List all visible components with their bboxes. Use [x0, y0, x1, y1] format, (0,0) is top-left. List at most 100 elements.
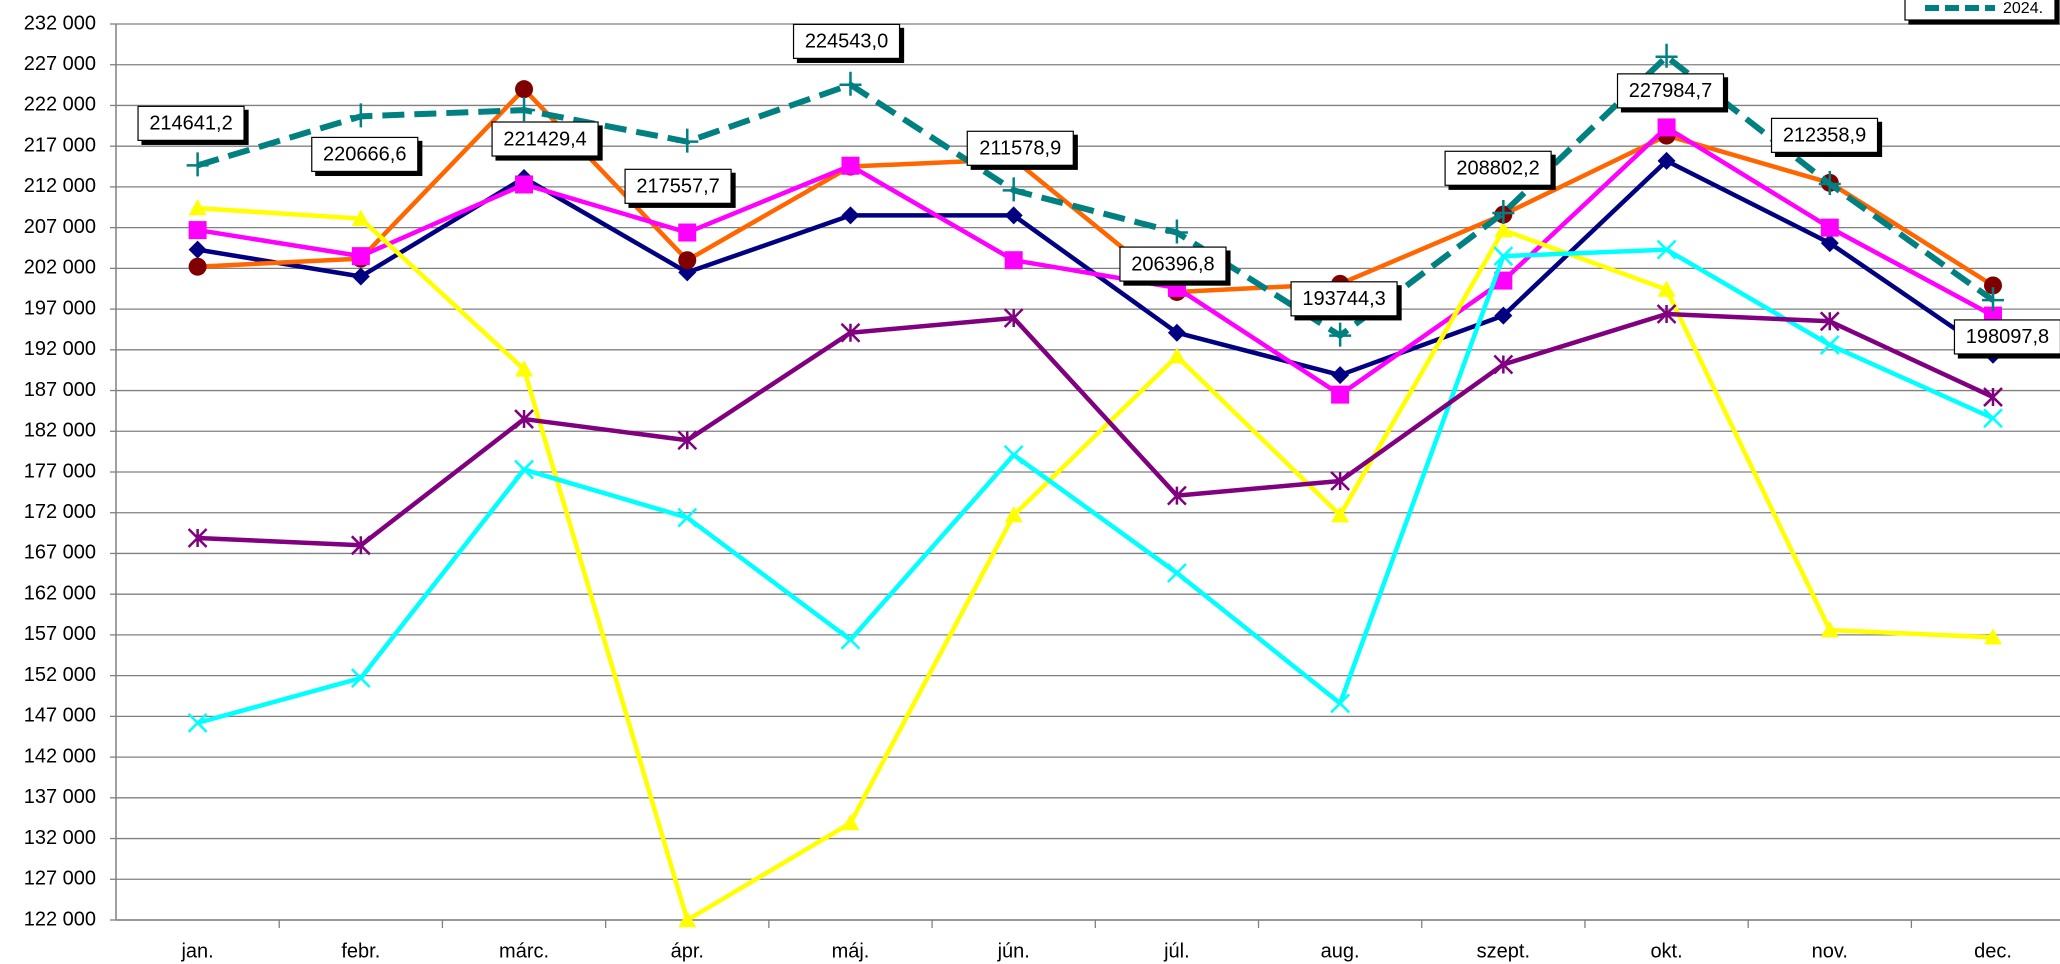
- marker: [1331, 506, 1350, 523]
- marker: [351, 209, 370, 226]
- legend-label: 2024.: [2003, 0, 2043, 17]
- y-tick-label: 197 000: [24, 297, 96, 319]
- marker: [678, 223, 697, 242]
- y-tick-label: 127 000: [24, 868, 96, 890]
- data-label-box: [1119, 246, 1227, 282]
- y-tick-label: 172 000: [24, 501, 96, 523]
- marker: [840, 629, 861, 650]
- x-tick-label: júl.: [1163, 940, 1190, 962]
- marker: [1656, 239, 1677, 260]
- data-label-text: 227984,7: [1629, 80, 1712, 102]
- marker: [841, 206, 860, 225]
- data-label-box: [1770, 117, 1879, 153]
- legend-box: [1904, 0, 2056, 21]
- marker: [678, 911, 697, 928]
- x-tick-label: jún.: [997, 940, 1030, 962]
- marker: [1820, 621, 1839, 638]
- y-tick-label: 147 000: [24, 705, 96, 727]
- marker: [1004, 251, 1023, 270]
- marker: [350, 535, 371, 556]
- data-label: 227984,7: [1616, 73, 1725, 109]
- data-label-box: [1444, 150, 1552, 186]
- marker: [1820, 234, 1839, 253]
- y-tick-label: 207 000: [24, 216, 96, 238]
- marker: [1167, 485, 1187, 506]
- marker: [1167, 323, 1186, 342]
- marker: [188, 257, 207, 276]
- data-label-text: 206396,8: [1131, 253, 1214, 275]
- data-label-text: 220666,6: [323, 144, 406, 166]
- series-line: [197, 205, 1994, 923]
- marker: [1657, 118, 1676, 137]
- x-tick-label: okt.: [1650, 940, 1682, 962]
- marker: [1167, 278, 1186, 297]
- x-tick-label: márc.: [499, 940, 549, 962]
- marker: [1003, 308, 1024, 328]
- data-label-text: 224543,0: [805, 31, 888, 53]
- marker: [1165, 219, 1188, 244]
- marker: [1983, 408, 2003, 429]
- marker: [1984, 276, 2002, 295]
- marker: [1819, 335, 1840, 355]
- marker: [1003, 445, 1024, 465]
- marker: [1167, 563, 1187, 583]
- marker: [677, 430, 698, 451]
- series: [188, 118, 2002, 404]
- x-tick-label: jan.: [180, 940, 213, 962]
- marker: [350, 668, 371, 688]
- marker: [1331, 385, 1350, 404]
- marker: [1655, 43, 1678, 68]
- marker: [1657, 151, 1676, 170]
- marker: [1656, 304, 1677, 324]
- data-label-text: 208802,2: [1456, 158, 1539, 180]
- series-line: [196, 53, 1995, 339]
- marker: [839, 71, 862, 96]
- data-label-box: [1290, 281, 1398, 317]
- data-label: 221429,4: [491, 121, 599, 157]
- marker: [515, 175, 534, 194]
- marker: [1002, 177, 1025, 202]
- marker: [1004, 206, 1023, 225]
- marker: [1492, 199, 1515, 224]
- y-tick-label: 152 000: [24, 664, 96, 686]
- marker: [513, 97, 536, 122]
- data-label-box: [792, 23, 901, 59]
- marker: [1820, 218, 1839, 237]
- data-label-text: 211578,9: [979, 138, 1061, 160]
- marker: [514, 409, 534, 429]
- y-tick-label: 177 000: [24, 460, 96, 482]
- data-label-text: 198097,8: [1966, 326, 2049, 348]
- y-tick-label: 192 000: [24, 338, 96, 360]
- marker: [186, 152, 209, 177]
- marker: [1657, 280, 1676, 297]
- marker: [515, 80, 534, 99]
- marker: [841, 156, 860, 175]
- x-tick-label: dec.: [1974, 940, 2012, 962]
- data-label-box: [491, 121, 599, 157]
- series-line: [197, 247, 1994, 726]
- y-tick-label: 212 000: [24, 175, 96, 197]
- data-label: 193744,3: [1290, 281, 1398, 317]
- marker: [1167, 347, 1186, 364]
- marker: [1493, 246, 1514, 267]
- data-label-text: 193744,3: [1302, 288, 1385, 310]
- data-label-box: [1953, 319, 2060, 355]
- marker: [1331, 366, 1350, 385]
- legend: 2024.: [1904, 0, 2056, 21]
- marker: [1982, 287, 2004, 312]
- y-tick-label: 122 000: [24, 908, 96, 930]
- marker: [514, 459, 534, 480]
- y-tick-label: 167 000: [24, 542, 96, 564]
- marker: [1329, 322, 1352, 347]
- marker: [840, 322, 861, 343]
- y-tick-label: 232 000: [24, 12, 96, 34]
- y-tick-label: 222 000: [24, 94, 96, 116]
- marker: [676, 128, 699, 153]
- data-label: 214641,2: [137, 105, 245, 141]
- marker: [1494, 221, 1513, 238]
- marker: [1818, 170, 1841, 195]
- data-label-box: [624, 168, 732, 204]
- series-line: [197, 125, 1995, 397]
